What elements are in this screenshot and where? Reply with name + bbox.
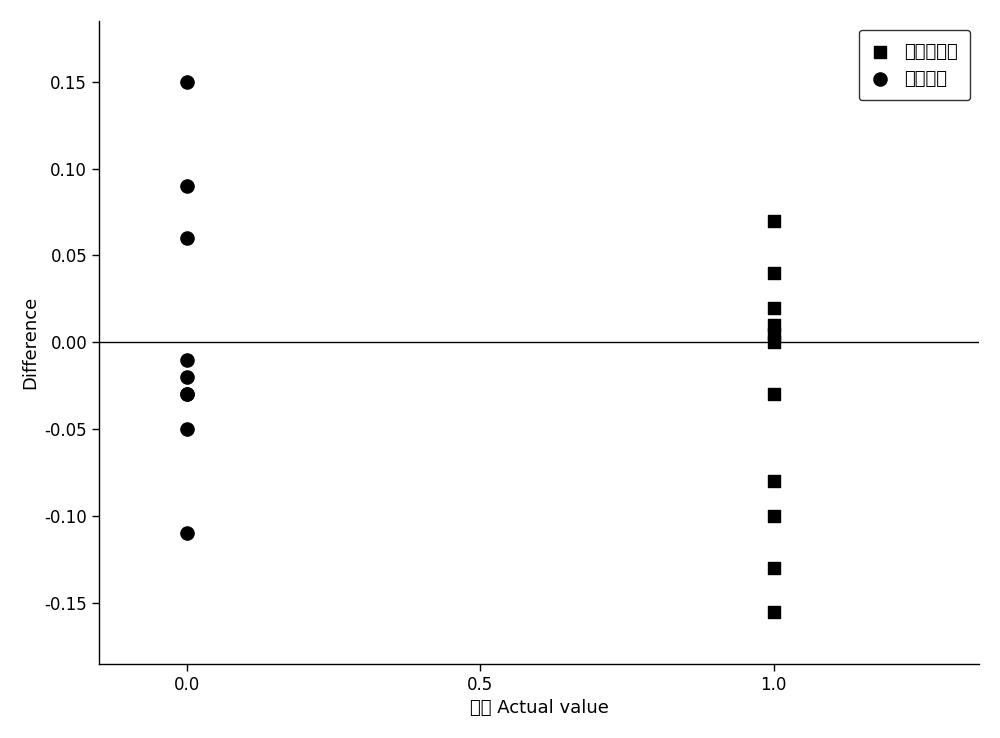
云芙提取物: [766, 606, 782, 618]
云芙提取物: [766, 267, 782, 279]
掺假样品: [179, 388, 195, 400]
云芙提取物: [766, 215, 782, 227]
掺假样品: [179, 371, 195, 383]
Legend: 云芙提取物, 掺假样品: 云芙提取物, 掺假样品: [859, 30, 970, 100]
掺假样品: [179, 180, 195, 192]
云芙提取物: [766, 388, 782, 400]
掺假样品: [179, 76, 195, 88]
云芙提取物: [766, 475, 782, 487]
云芙提取物: [766, 562, 782, 574]
云芙提取物: [766, 337, 782, 348]
Y-axis label: Difference: Difference: [21, 296, 39, 389]
云芙提取物: [766, 328, 782, 339]
掺假样品: [179, 232, 195, 244]
云芙提取物: [766, 319, 782, 331]
掺假样品: [179, 388, 195, 400]
X-axis label: 真値 Actual value: 真値 Actual value: [470, 699, 608, 717]
云芙提取物: [766, 302, 782, 314]
掺假样品: [179, 528, 195, 539]
掺假样品: [179, 424, 195, 435]
掺假样品: [179, 354, 195, 365]
云芙提取物: [766, 510, 782, 522]
